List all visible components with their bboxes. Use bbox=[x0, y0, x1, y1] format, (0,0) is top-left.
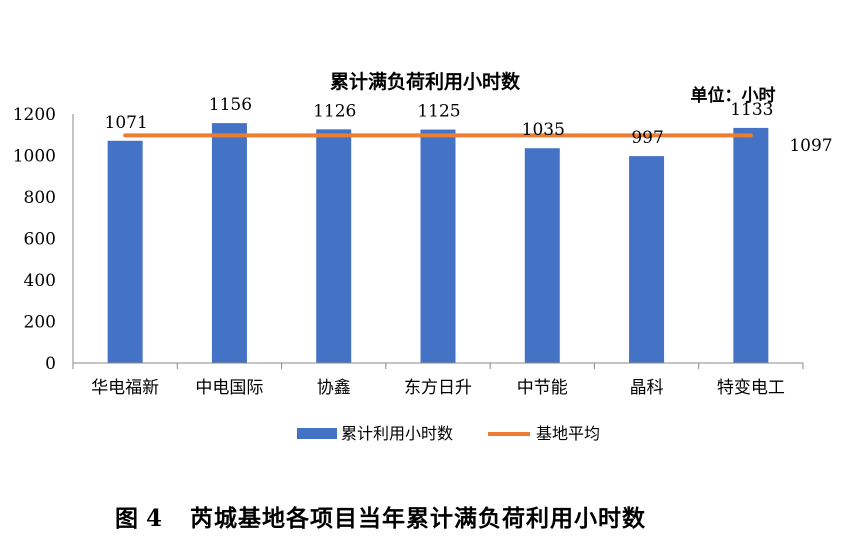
chart-title: 累计满负荷利用小时数 bbox=[330, 70, 521, 93]
y-tick-label: 1000 bbox=[13, 147, 56, 167]
unit-label: 单位：小时 bbox=[691, 85, 776, 106]
y-tick-label: 200 bbox=[24, 313, 56, 333]
legend-swatch-bars bbox=[297, 428, 337, 439]
legend-label-line: 基地平均 bbox=[536, 424, 600, 443]
bar-data-label: 1126 bbox=[313, 101, 356, 121]
bar bbox=[629, 156, 665, 363]
average-line-group: 1097 bbox=[123, 133, 833, 156]
x-tick-label: 协鑫 bbox=[317, 378, 351, 398]
y-axis: 0 200 400 600 800 1000 1200 bbox=[13, 105, 74, 374]
bar bbox=[420, 129, 456, 363]
bar bbox=[316, 129, 352, 363]
y-tick-label: 800 bbox=[24, 188, 56, 208]
figure-caption: 图 4 芮城基地各项目当年累计满负荷利用小时数 bbox=[115, 505, 646, 532]
caption-text: 芮城基地各项目当年累计满负荷利用小时数 bbox=[190, 505, 646, 532]
y-tick-label: 1200 bbox=[13, 105, 56, 125]
bar-data-label: 1071 bbox=[105, 113, 148, 133]
bar bbox=[211, 123, 247, 363]
y-tick-label: 0 bbox=[45, 354, 56, 374]
bar-data-label: 1035 bbox=[522, 120, 565, 140]
bar bbox=[733, 127, 769, 363]
caption-label: 图 4 bbox=[115, 505, 162, 532]
bar-data-label: 1125 bbox=[417, 102, 460, 122]
y-tick-label: 600 bbox=[24, 230, 56, 250]
data-labels: 1071 1156 1126 1125 1035 997 1133 bbox=[105, 95, 774, 148]
x-tick-label: 中节能 bbox=[517, 378, 568, 398]
bar-data-label: 1156 bbox=[209, 95, 252, 115]
legend: 累计利用小时数 基地平均 bbox=[297, 424, 600, 443]
bars bbox=[107, 123, 769, 363]
x-tick-label: 华电福新 bbox=[91, 378, 159, 398]
average-label: 1097 bbox=[789, 136, 832, 156]
x-tick-label: 东方日升 bbox=[404, 378, 472, 398]
bar bbox=[524, 148, 560, 363]
bar bbox=[107, 140, 143, 363]
x-tick-label: 晶科 bbox=[630, 378, 664, 398]
legend-label-bars: 累计利用小时数 bbox=[341, 424, 453, 443]
x-tick-label: 中电国际 bbox=[195, 378, 263, 398]
x-tick-label: 特变电工 bbox=[717, 378, 785, 398]
y-tick-label: 400 bbox=[24, 271, 56, 291]
bar-data-label: 1133 bbox=[730, 100, 773, 120]
bar-data-label: 997 bbox=[631, 128, 663, 148]
x-axis: 华电福新 中电国际 协鑫 东方日升 中节能 晶科 特变电工 bbox=[72, 362, 804, 398]
